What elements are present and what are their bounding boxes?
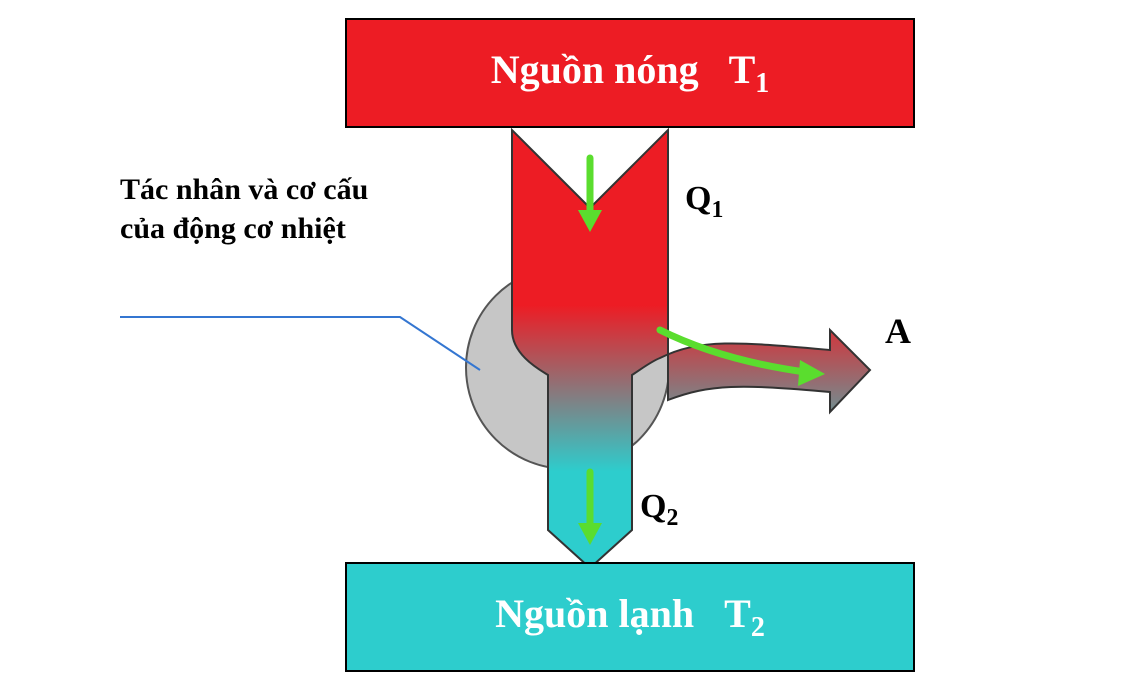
hot-reservoir-label: Nguồn nóng T1 bbox=[491, 46, 770, 100]
q2-label: Q2 bbox=[640, 488, 678, 532]
q2-label-sub: 2 bbox=[666, 505, 678, 531]
q1-label-sub: 1 bbox=[711, 197, 723, 223]
q1-label-text: Q bbox=[685, 180, 711, 217]
cold-label-t: T bbox=[724, 591, 751, 636]
leader-line bbox=[120, 315, 520, 395]
cold-label-main: Nguồn lạnh bbox=[495, 591, 694, 636]
cold-reservoir-label: Nguồn lạnh T2 bbox=[495, 590, 765, 644]
engine-label: Tác nhân và cơ cấu của động cơ nhiệt bbox=[120, 170, 400, 248]
cold-label-sub: 2 bbox=[751, 612, 765, 643]
cold-reservoir: Nguồn lạnh T2 bbox=[345, 562, 915, 672]
heat-engine-diagram: Nguồn nóng T1 Nguồn lạnh T2 Tác nhân và … bbox=[0, 0, 1123, 694]
q1-label: Q1 bbox=[685, 180, 723, 224]
hot-label-t: T bbox=[729, 47, 756, 92]
hot-label-main: Nguồn nóng bbox=[491, 47, 699, 92]
hot-reservoir: Nguồn nóng T1 bbox=[345, 18, 915, 128]
a-label: A bbox=[885, 310, 911, 352]
q2-label-text: Q bbox=[640, 488, 666, 525]
hot-label-sub: 1 bbox=[755, 68, 769, 99]
